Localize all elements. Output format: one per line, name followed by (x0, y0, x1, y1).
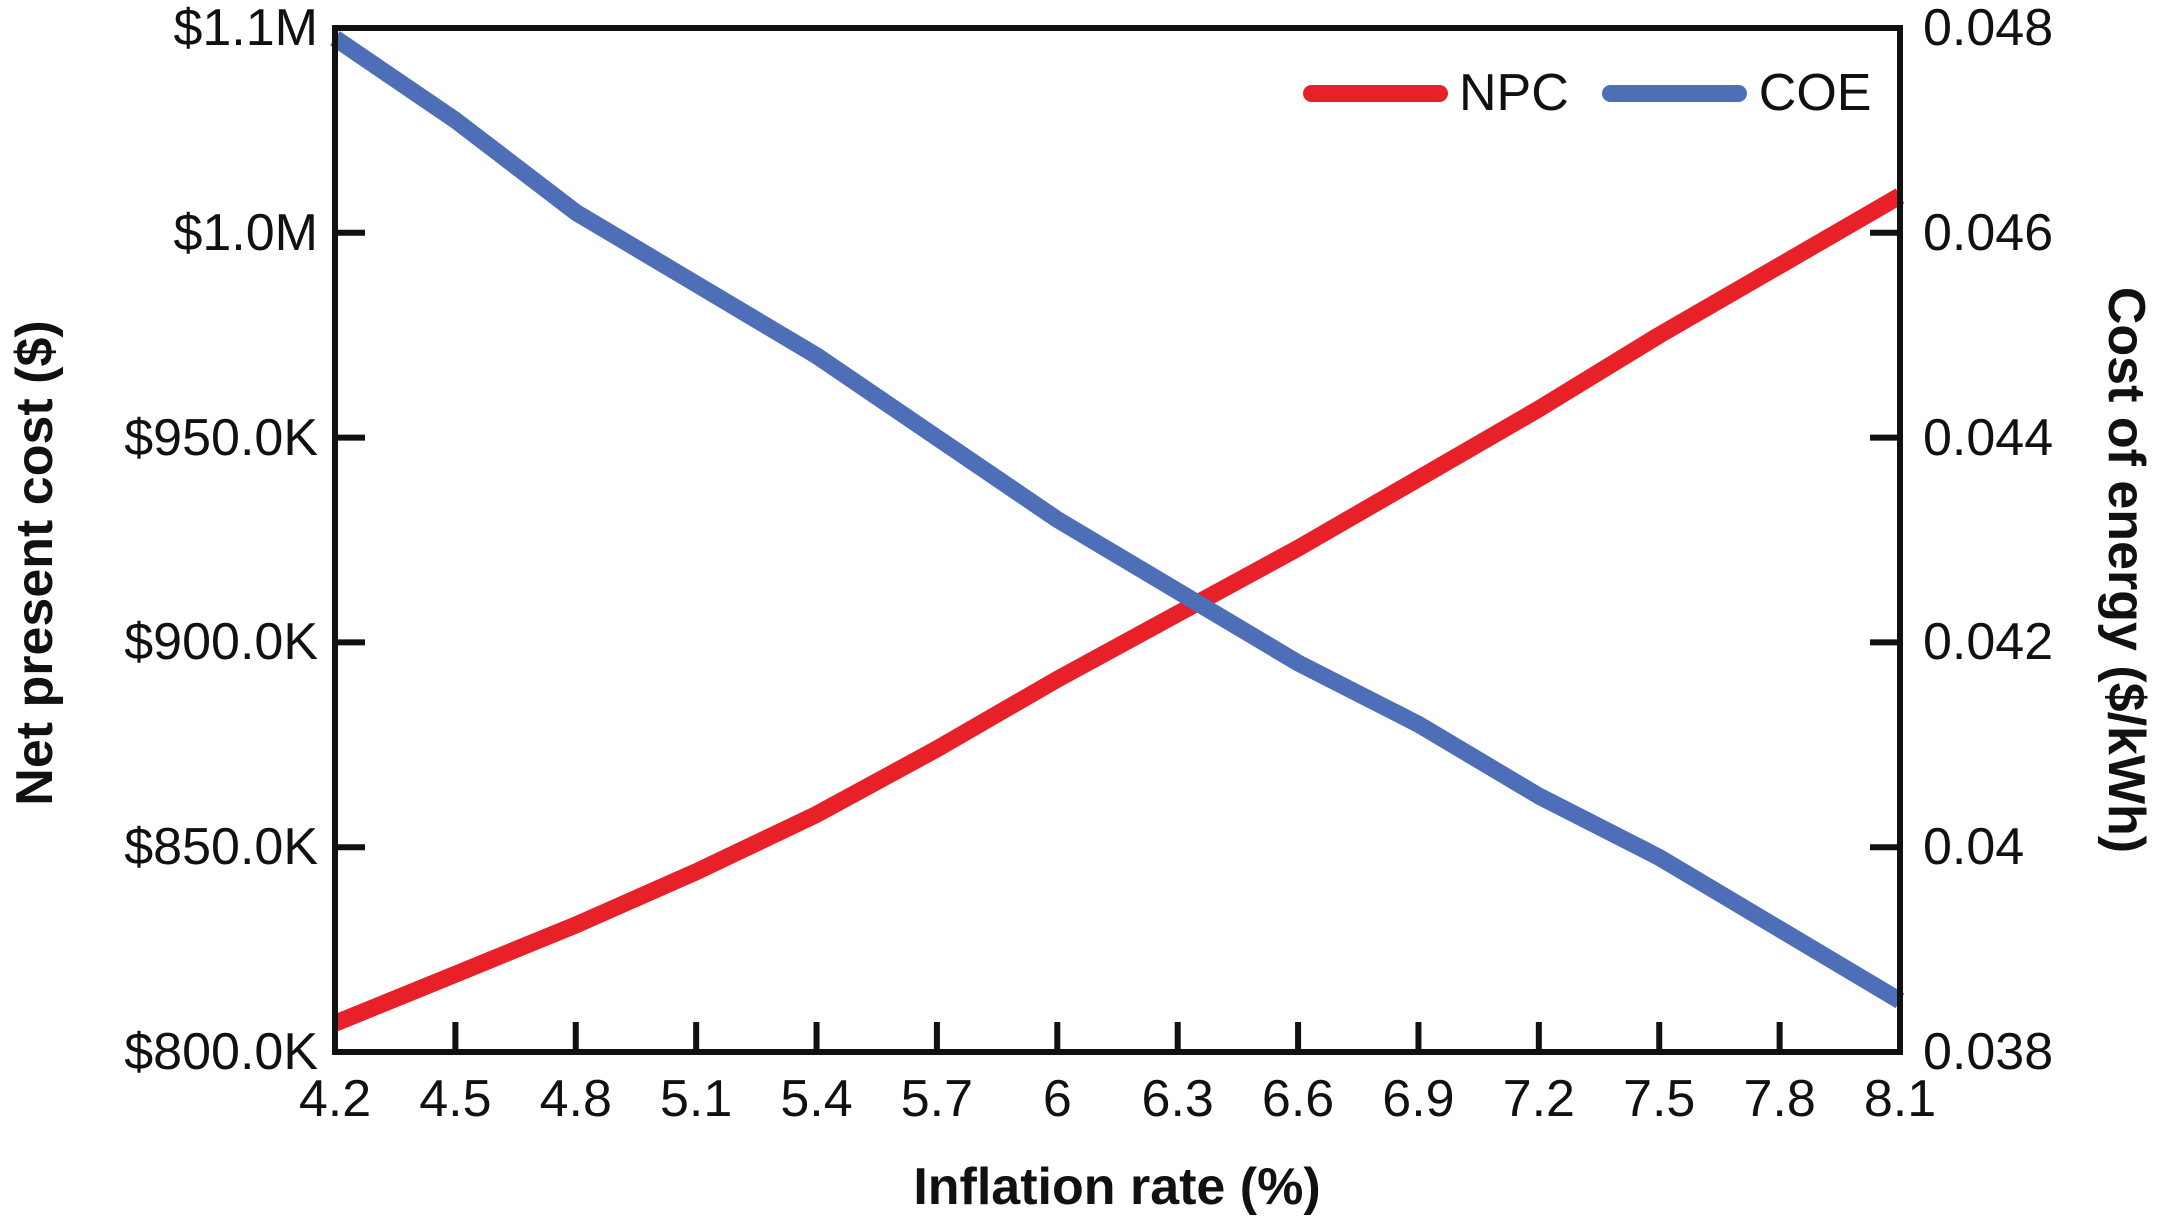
x-axis-tick-label: 5.7 (900, 1070, 974, 1128)
x-axis-tick-label: 4.5 (419, 1070, 492, 1128)
left-axis-title: Net present cost ($) (6, 320, 64, 806)
x-axis-tick-label: 6.6 (1261, 1070, 1335, 1128)
x-axis-tick-label: 6.3 (1141, 1070, 1214, 1128)
right-axis-tick-label: 0.042 (1923, 613, 2054, 672)
x-axis-tick-label: 7.2 (1502, 1070, 1575, 1128)
legend-label-npc: NPC (1459, 64, 1569, 122)
left-axis-tick-label: $1.1M (173, 0, 318, 57)
right-axis-tick-label: 0.044 (1923, 408, 2054, 467)
coe-line-swatch-icon (1601, 84, 1747, 102)
x-axis-tick-label: 4.8 (539, 1070, 612, 1128)
right-axis-tick-label: 0.038 (1923, 1023, 2054, 1081)
right-axis-tick-label: 0.046 (1923, 203, 2054, 262)
right-axis-title: Cost of energy ($/kWh) (2097, 286, 2155, 854)
x-axis-tick-label: 6.9 (1382, 1070, 1455, 1128)
left-axis-tick-label: $850.0K (124, 818, 318, 877)
x-axis-tick-label: 7.5 (1623, 1070, 1696, 1128)
left-axis-tick-label: $800.0K (124, 1023, 318, 1081)
x-axis-tick-label: 8.1 (1863, 1070, 1937, 1128)
left-axis-tick-label: $900.0K (124, 613, 318, 672)
x-axis-tick-label: 4.2 (298, 1070, 372, 1128)
npc-line-swatch-icon (1303, 84, 1448, 102)
right-axis-tick-label: 0.048 (1923, 0, 2054, 57)
x-axis-title: Inflation rate (%) (913, 1158, 1321, 1216)
x-axis-tick-label: 7.8 (1743, 1070, 1816, 1128)
x-axis-tick-label: 5.1 (659, 1070, 733, 1128)
x-axis-tick-label: 6 (1042, 1070, 1072, 1128)
legend: NPC COE (1303, 65, 1871, 121)
x-axis-tick-label: 5.4 (780, 1070, 853, 1128)
right-axis-tick-label: 0.04 (1923, 818, 2025, 877)
legend-label-coe: COE (1758, 64, 1872, 122)
left-axis-tick-label: $1.0M (173, 203, 318, 262)
left-axis-tick-label: $950.0K (124, 408, 318, 467)
